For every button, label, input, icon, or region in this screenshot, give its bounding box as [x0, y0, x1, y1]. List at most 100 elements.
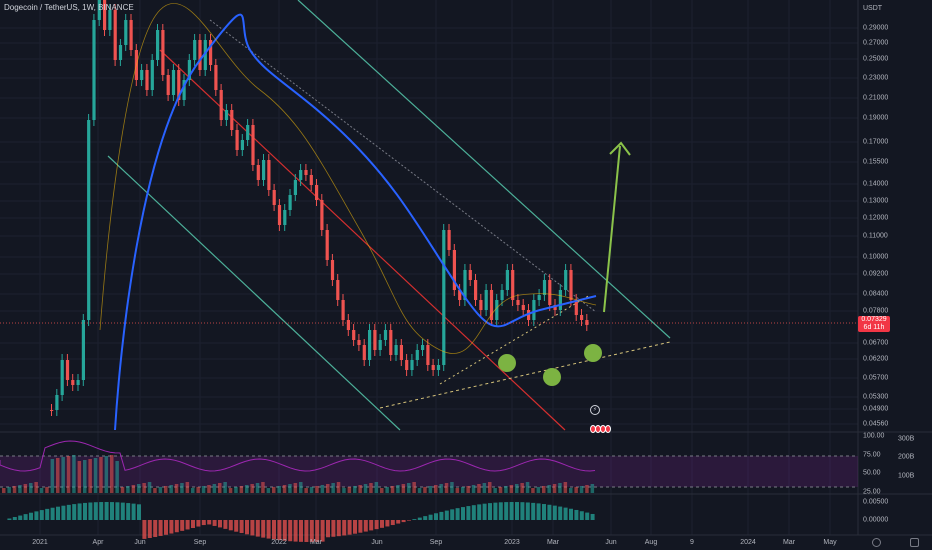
volume-bar	[315, 486, 319, 493]
candle-body	[521, 305, 525, 310]
volume-bar	[45, 487, 49, 493]
macd-bar	[342, 520, 347, 536]
macd-bar	[358, 520, 363, 533]
price-tick-label: 0.06700	[863, 339, 889, 347]
macd-bar	[498, 502, 503, 520]
candle-body	[161, 30, 165, 75]
volume-bar	[293, 483, 298, 493]
macd-bar	[277, 520, 282, 541]
macd-bar	[396, 520, 401, 524]
volume-bar	[309, 487, 314, 493]
macd-bar	[520, 502, 525, 520]
volume-bar	[169, 485, 173, 493]
macd-bar	[23, 514, 28, 520]
volume-bar	[444, 483, 449, 493]
price-tick-label: 0.05700	[863, 374, 889, 382]
macd-bar	[444, 510, 449, 520]
macd-bar	[515, 502, 519, 520]
volume-bar	[590, 484, 595, 493]
candle-body	[447, 230, 451, 250]
candle-body	[505, 270, 509, 290]
event-markers[interactable]	[590, 418, 616, 433]
volume-bar	[83, 460, 87, 493]
macd-bar	[88, 502, 93, 520]
macd-bar	[223, 520, 228, 529]
tradingview-logo-icon[interactable]	[872, 538, 881, 547]
candle-body	[558, 290, 562, 310]
volume-bar	[250, 484, 254, 493]
candle-body	[288, 195, 292, 210]
macd-bar	[212, 520, 217, 526]
price-tick-label: 0.05300	[863, 393, 889, 401]
volume-tick-label: 200B	[898, 453, 915, 461]
volume-bar	[525, 482, 530, 493]
candle-body	[182, 80, 186, 100]
candle-body	[415, 350, 419, 360]
macd-bar	[423, 516, 428, 520]
candle-body	[500, 290, 504, 300]
time-tick-label: Sep	[429, 539, 443, 546]
price-tick-label: 0.27000	[863, 39, 889, 47]
volume-bar	[520, 483, 524, 493]
volume-bar	[304, 488, 308, 493]
candle-body	[277, 205, 282, 225]
volume-bar	[466, 486, 470, 493]
macd-bar	[228, 520, 233, 531]
candle-body	[60, 360, 64, 395]
macd-bar	[93, 502, 98, 520]
candle-body	[458, 290, 462, 300]
macd-bar	[471, 505, 476, 520]
volume-bar	[180, 483, 184, 493]
macd-bar	[536, 503, 541, 520]
price-tick-label: 0.21000	[863, 94, 889, 102]
volume-bar	[88, 459, 92, 493]
volume-bar	[450, 482, 454, 493]
candle-body	[92, 20, 96, 120]
macd-bar	[239, 520, 244, 534]
candle-body	[574, 300, 578, 315]
candle-body	[251, 125, 255, 165]
macd-bar	[450, 509, 455, 520]
macd-bar	[293, 520, 298, 542]
settings-icon[interactable]	[910, 538, 919, 547]
volume-bar	[363, 484, 368, 493]
flash-icon[interactable]: ⚡	[590, 405, 600, 415]
volume-bar	[461, 487, 465, 493]
volume-bar	[77, 461, 82, 493]
event-marker[interactable]	[605, 425, 611, 433]
time-tick-label: 2024	[740, 539, 756, 546]
candle-body	[256, 165, 260, 180]
candle-body	[293, 180, 297, 195]
candle-body	[246, 125, 250, 140]
volume-bar	[7, 487, 11, 493]
candle-body	[405, 360, 409, 370]
macd-bar	[45, 508, 50, 520]
volume-bar	[498, 487, 503, 493]
candle-body	[309, 175, 313, 185]
last-price-tag: 0.07329 6d 11h	[858, 316, 890, 332]
macd-bar	[309, 520, 314, 542]
macd-bar	[77, 503, 82, 520]
volume-bar	[493, 488, 497, 493]
volume-bar	[423, 487, 427, 493]
volume-bar	[407, 483, 411, 493]
support-marker-circle	[584, 344, 602, 362]
macd-bar	[196, 520, 201, 527]
candle-body	[140, 70, 144, 80]
time-tick-label: Aug	[644, 539, 658, 546]
candle-body	[76, 380, 80, 385]
macd-bar	[574, 509, 579, 520]
macd-bar	[353, 520, 357, 534]
volume-bar	[477, 484, 481, 493]
volume-bar	[531, 488, 535, 493]
candle-body	[389, 330, 393, 355]
price-tick-label: 0.09200	[863, 270, 889, 278]
macd-bar	[585, 512, 590, 520]
macd-bar	[39, 510, 44, 520]
macd-bar	[590, 513, 595, 520]
time-tick-label: 2021	[32, 539, 48, 546]
candle-body	[171, 70, 176, 95]
volume-bar	[342, 488, 346, 493]
macd-bar	[191, 520, 195, 529]
